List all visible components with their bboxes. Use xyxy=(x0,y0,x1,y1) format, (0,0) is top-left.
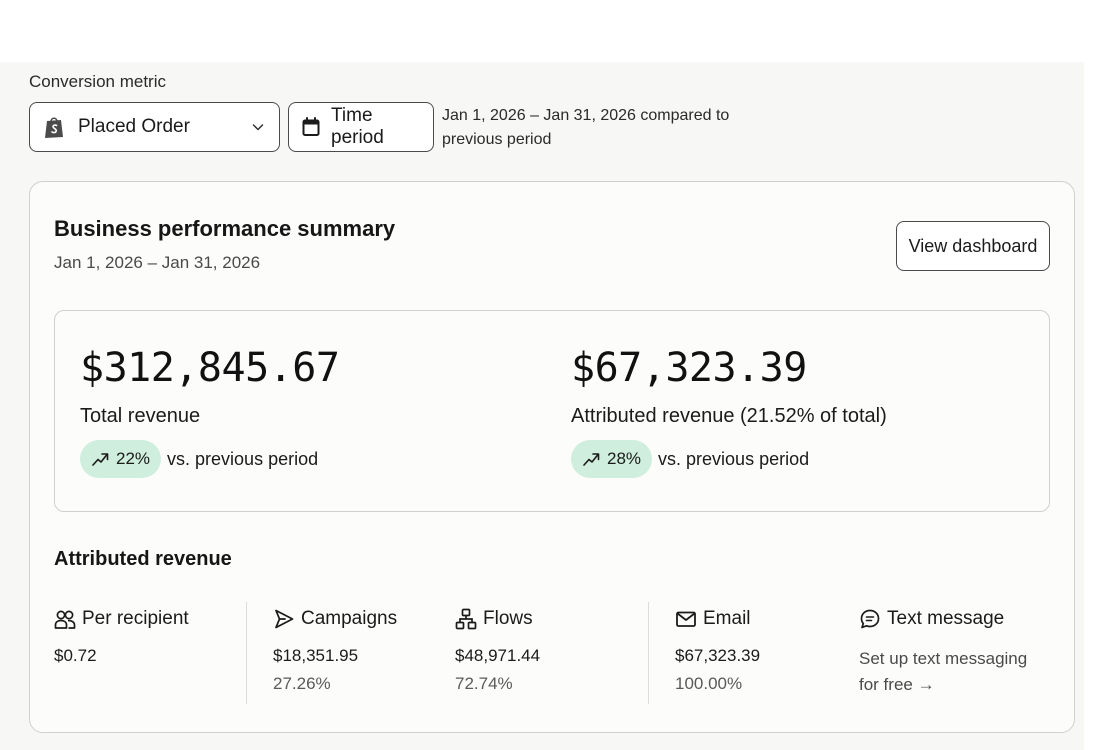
time-period-button[interactable]: Time period xyxy=(288,102,434,152)
email-column: Email $67,323.39 100.00% xyxy=(675,608,760,694)
trend-badge: 22% xyxy=(80,440,162,478)
send-icon xyxy=(275,609,294,629)
attributed-revenue-change: 28% xyxy=(607,449,642,468)
comparison-range-line-1: Jan 1, 2026 – Jan 31, 2026 compared to xyxy=(442,107,730,124)
total-revenue-change-suffix: vs. previous period xyxy=(167,448,319,469)
trend-up-icon xyxy=(92,453,109,466)
summary-title: Business performance summary xyxy=(54,216,396,241)
attributed-revenue-title: Attributed revenue xyxy=(54,548,232,570)
business-performance-card: Business performance summary Jan 1, 2026… xyxy=(29,181,1075,733)
attributed-revenue-change-suffix: vs. previous period xyxy=(658,448,810,469)
attributed-revenue-trend: 28% vs. previous period xyxy=(571,440,887,478)
total-revenue-value: $312,845.67 xyxy=(80,345,340,391)
flows-column: Flows $48,971.44 72.74% xyxy=(455,608,540,694)
flow-icon xyxy=(455,608,477,630)
column-divider xyxy=(648,602,649,704)
trend-up-icon xyxy=(583,453,600,466)
chevron-down-icon xyxy=(252,124,264,131)
comparison-range-text: Jan 1, 2026 – Jan 31, 2026 compared to p… xyxy=(442,104,742,152)
flows-percent: 72.74% xyxy=(455,674,513,693)
column-divider xyxy=(246,602,247,704)
conversion-metric-value: Placed Order xyxy=(78,116,190,137)
campaigns-percent: 27.26% xyxy=(273,674,331,693)
total-revenue-change: 22% xyxy=(116,449,151,468)
mail-icon xyxy=(676,611,696,627)
text-message-column: Text message Set up text messaging for f… xyxy=(859,608,1039,698)
per-recipient-column: Per recipient $0.72 xyxy=(54,608,189,666)
email-percent: 100.00% xyxy=(675,674,743,693)
time-period-label: Time period xyxy=(331,105,384,148)
shopify-bag-icon xyxy=(45,117,63,138)
conversion-metric-label: Conversion metric xyxy=(29,72,166,91)
comparison-range-line-2: previous period xyxy=(442,131,552,148)
campaigns-label: Campaigns xyxy=(301,608,398,629)
people-icon xyxy=(54,610,76,629)
total-revenue-metric: $312,845.67 Total revenue 22% vs. previo… xyxy=(80,345,340,478)
summary-date-range: Jan 1, 2026 – Jan 31, 2026 xyxy=(54,253,261,272)
calendar-icon xyxy=(302,117,320,136)
email-value: $67,323.39 xyxy=(675,646,761,665)
attributed-revenue-value: $67,323.39 xyxy=(571,345,807,391)
text-message-label: Text message xyxy=(887,608,1005,629)
revenue-summary-panel: $312,845.67 Total revenue 22% vs. previo… xyxy=(54,310,1050,512)
flows-label: Flows xyxy=(483,608,533,629)
conversion-metric-dropdown[interactable]: Placed Order xyxy=(29,102,280,152)
per-recipient-value: $0.72 xyxy=(54,646,97,665)
per-recipient-label: Per recipient xyxy=(82,608,189,629)
total-revenue-trend: 22% vs. previous period xyxy=(80,440,339,478)
setup-text-messaging-link[interactable]: Set up text messaging for free → xyxy=(859,646,1039,698)
email-label: Email xyxy=(703,608,751,629)
attributed-revenue-metric: $67,323.39 Attributed revenue (21.52% of… xyxy=(571,345,887,478)
total-revenue-label: Total revenue xyxy=(80,405,201,427)
chat-icon xyxy=(860,609,880,629)
campaigns-value: $18,351.95 xyxy=(273,646,359,665)
flows-value: $48,971.44 xyxy=(455,646,541,665)
setup-text-messaging-line-2: for free → xyxy=(859,675,935,694)
setup-text-messaging-line-1: Set up text messaging xyxy=(859,649,1028,668)
attributed-revenue-label: Attributed revenue (21.52% of total) xyxy=(571,405,887,427)
trend-badge: 28% xyxy=(571,440,653,478)
campaigns-column: Campaigns $18,351.95 27.26% xyxy=(273,608,397,694)
view-dashboard-button[interactable]: View dashboard xyxy=(896,221,1050,271)
